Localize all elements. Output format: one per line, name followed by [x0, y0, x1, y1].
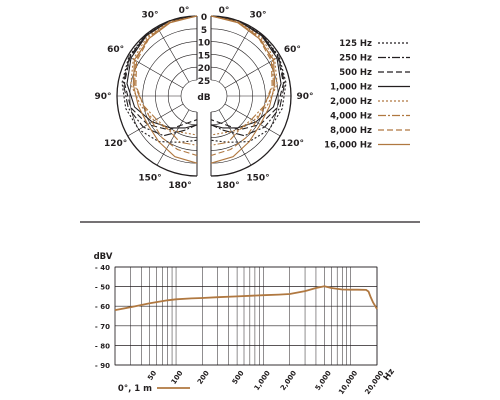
polar-angle-label: 180° [168, 181, 191, 191]
polar-series-right [210, 15, 276, 164]
fr-x-tick-label: 50 [146, 369, 158, 382]
polar-angle-label: 90° [94, 92, 111, 102]
polar-spoke-left [156, 109, 190, 166]
fr-y-tick-label: - 80 [95, 342, 110, 350]
fr-xlabel: Hz [382, 367, 397, 383]
legend-label: 4,000 Hz [330, 112, 372, 122]
polar-series-left [126, 15, 198, 129]
polar-spoke-left [127, 55, 184, 89]
polar-legend: 125 Hz 250 Hz 500 Hz 1,000 Hz 2,000 Hz 4,000 … [324, 39, 410, 151]
polar-spoke-right [224, 55, 281, 89]
polar-center-gap [197, 14, 211, 178]
polar-angle-label: 180° [216, 181, 239, 191]
fr-x-tick-label: 20,000 [364, 369, 386, 396]
fr-x-tick-label: 1,000 [253, 369, 272, 392]
polar-series-right [210, 15, 274, 146]
legend-label: 8,000 Hz [330, 126, 372, 136]
frequency-response-series [114, 285, 378, 311]
polar-angle-label: 0° [219, 6, 230, 16]
polar-labels: 0 5 10 15 20 25 dB 0° 0° 30° 30° 60° 60° 90° 90° 120° 12… [94, 6, 313, 191]
frequency-response-legend: 0°, 1 m [118, 384, 190, 394]
polar-angle-label: 30° [249, 11, 266, 21]
polar-spoke-right [218, 26, 252, 83]
polar-spoke-left [127, 103, 184, 137]
polar-spoke-right [224, 103, 281, 137]
fr-y-tick-label: - 50 [95, 284, 110, 292]
polar-series [121, 15, 287, 164]
polar-ring-right [210, 79, 228, 113]
polar-db-label: 25 [198, 77, 211, 87]
polar-series-left [134, 15, 198, 146]
legend-label: 500 Hz [339, 68, 372, 78]
polar-series-right [210, 15, 278, 136]
fr-x-tick-label: 5,000 [314, 369, 333, 392]
polar-series-left [132, 15, 198, 164]
polar-series-left [130, 15, 198, 136]
fr-x-tick-label: 100 [170, 369, 185, 386]
frequency-response-labels: - 40 - 50 - 60 - 70 - 80 - 90 dBV 50 100 200 500 1,… [94, 252, 397, 396]
legend-label: 1,000 Hz [330, 83, 372, 93]
polar-angle-label: 120° [104, 139, 127, 149]
fr-y-tick-label: - 70 [95, 323, 110, 331]
legend-label: 125 Hz [339, 39, 372, 49]
fr-legend-label: 0°, 1 m [118, 384, 152, 394]
fr-y-tick-label: - 60 [95, 303, 110, 311]
fr-x-tick-label: 10,000 [337, 369, 359, 396]
polar-db-label: 20 [198, 64, 211, 74]
polar-angle-label: 90° [296, 92, 313, 102]
polar-series-right [210, 15, 282, 129]
polar-angle-label: 150° [138, 173, 161, 183]
polar-db-label: 0 [201, 13, 207, 23]
fr-plot-frame [114, 266, 378, 366]
polar-db-label: 15 [198, 51, 211, 61]
legend-label: 250 Hz [339, 54, 372, 64]
polar-db-label: 10 [198, 39, 211, 49]
legend-label: 2,000 Hz [330, 97, 372, 107]
polar-spoke-left [156, 26, 190, 83]
polar-angle-label: 150° [246, 173, 269, 183]
polar-db-unit: dB [197, 93, 210, 103]
polar-angle-label: 30° [141, 11, 158, 21]
fr-ylabel: dBV [94, 252, 113, 262]
legend-label: 16,000 Hz [324, 141, 372, 151]
polar-series-right [210, 15, 286, 137]
polar-angle-label: 60° [284, 45, 301, 55]
fr-x-tick-label: 500 [231, 369, 246, 386]
fr-y-tick-label: - 90 [95, 362, 110, 370]
frequency-response-grid [114, 266, 378, 366]
polar-angle-label: 0° [179, 6, 190, 16]
polar-series-left [122, 15, 198, 137]
fr-series-line [114, 285, 378, 311]
polar-db-label: 5 [201, 26, 207, 36]
polar-grid [116, 14, 292, 178]
polar-spoke-right [218, 109, 252, 166]
polar-ring-left [180, 79, 198, 113]
fr-y-tick-label: - 40 [95, 264, 110, 272]
polar-angle-label: 60° [107, 45, 124, 55]
polar-angle-label: 120° [281, 139, 304, 149]
fr-x-tick-label: 2,000 [279, 369, 298, 392]
fr-x-tick-label: 200 [196, 369, 211, 386]
